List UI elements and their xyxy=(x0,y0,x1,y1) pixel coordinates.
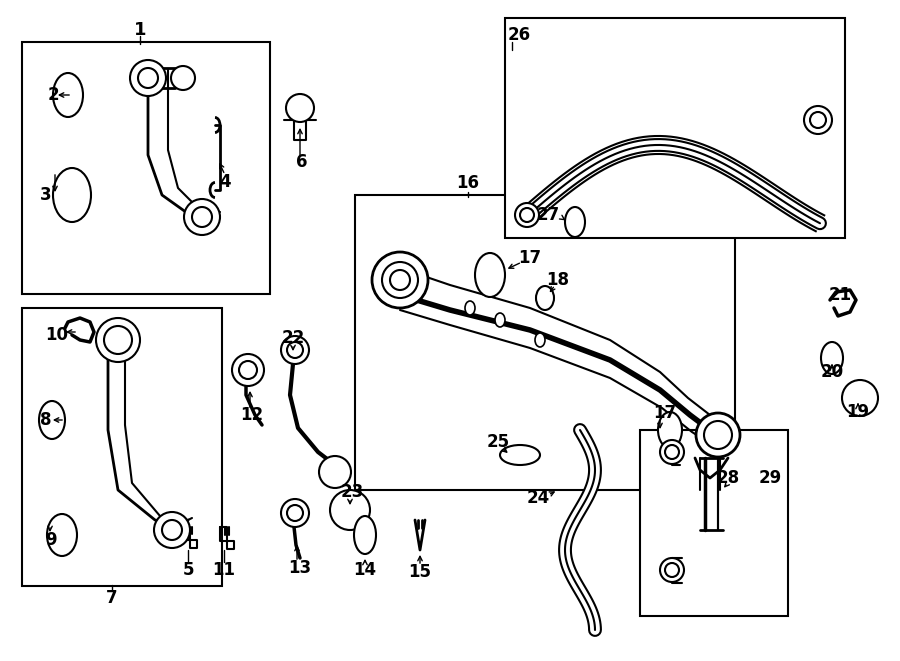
Text: 20: 20 xyxy=(821,363,843,381)
Bar xyxy=(22,308,222,586)
Circle shape xyxy=(286,94,314,122)
Text: 13: 13 xyxy=(288,559,311,577)
Circle shape xyxy=(382,262,418,298)
Text: 5: 5 xyxy=(182,561,194,579)
Circle shape xyxy=(660,440,684,464)
Text: 29: 29 xyxy=(759,469,781,487)
Text: 1: 1 xyxy=(134,21,146,39)
Ellipse shape xyxy=(535,333,545,347)
Circle shape xyxy=(390,270,410,290)
Circle shape xyxy=(520,208,534,222)
Text: 18: 18 xyxy=(546,271,570,289)
Ellipse shape xyxy=(465,301,475,315)
Text: 15: 15 xyxy=(409,563,431,581)
Text: 17: 17 xyxy=(653,404,677,422)
Text: 12: 12 xyxy=(240,406,264,424)
Ellipse shape xyxy=(354,516,376,554)
Text: 4: 4 xyxy=(220,173,230,191)
Ellipse shape xyxy=(821,342,843,374)
Text: 2: 2 xyxy=(48,86,59,104)
Circle shape xyxy=(330,490,370,530)
Circle shape xyxy=(810,112,826,128)
Circle shape xyxy=(665,445,679,459)
Text: 8: 8 xyxy=(40,411,51,429)
Circle shape xyxy=(232,354,264,386)
Circle shape xyxy=(239,361,257,379)
Circle shape xyxy=(184,199,220,235)
Circle shape xyxy=(96,318,140,362)
Bar xyxy=(355,195,735,490)
Ellipse shape xyxy=(47,514,77,556)
Circle shape xyxy=(281,336,309,364)
Text: 27: 27 xyxy=(536,206,560,224)
Ellipse shape xyxy=(500,445,540,465)
Text: 14: 14 xyxy=(354,561,376,579)
Circle shape xyxy=(104,326,132,354)
Circle shape xyxy=(372,252,428,308)
Ellipse shape xyxy=(53,73,83,117)
Ellipse shape xyxy=(495,313,505,327)
Bar xyxy=(640,430,788,616)
Ellipse shape xyxy=(475,253,505,297)
Bar xyxy=(505,18,845,238)
Bar xyxy=(22,42,270,294)
Text: 23: 23 xyxy=(340,483,364,501)
Text: 11: 11 xyxy=(212,561,236,579)
Ellipse shape xyxy=(39,401,65,439)
Circle shape xyxy=(154,512,190,548)
Circle shape xyxy=(804,106,832,134)
Ellipse shape xyxy=(658,412,682,448)
Circle shape xyxy=(192,207,212,227)
Text: 24: 24 xyxy=(526,489,550,507)
Circle shape xyxy=(696,413,740,457)
Text: 6: 6 xyxy=(296,153,308,171)
Text: 3: 3 xyxy=(40,186,51,204)
Circle shape xyxy=(162,520,182,540)
Circle shape xyxy=(704,421,732,449)
Circle shape xyxy=(287,505,303,521)
Text: 16: 16 xyxy=(456,174,480,192)
Circle shape xyxy=(130,60,166,96)
Circle shape xyxy=(319,456,351,488)
Circle shape xyxy=(665,563,679,577)
Text: 17: 17 xyxy=(518,249,542,267)
Text: 22: 22 xyxy=(282,329,304,347)
Circle shape xyxy=(171,66,195,90)
Ellipse shape xyxy=(565,207,585,237)
Circle shape xyxy=(842,380,878,416)
Text: 25: 25 xyxy=(486,433,509,451)
Text: 9: 9 xyxy=(45,531,57,549)
Circle shape xyxy=(660,558,684,582)
Ellipse shape xyxy=(536,286,554,310)
Circle shape xyxy=(138,68,158,88)
Text: 26: 26 xyxy=(508,26,531,44)
Circle shape xyxy=(281,499,309,527)
Text: 19: 19 xyxy=(846,403,869,421)
Text: 7: 7 xyxy=(106,589,118,607)
Text: 10: 10 xyxy=(45,326,68,344)
Ellipse shape xyxy=(53,168,91,222)
Circle shape xyxy=(515,203,539,227)
Circle shape xyxy=(287,342,303,358)
Text: 28: 28 xyxy=(716,469,740,487)
Text: 21: 21 xyxy=(828,286,851,304)
